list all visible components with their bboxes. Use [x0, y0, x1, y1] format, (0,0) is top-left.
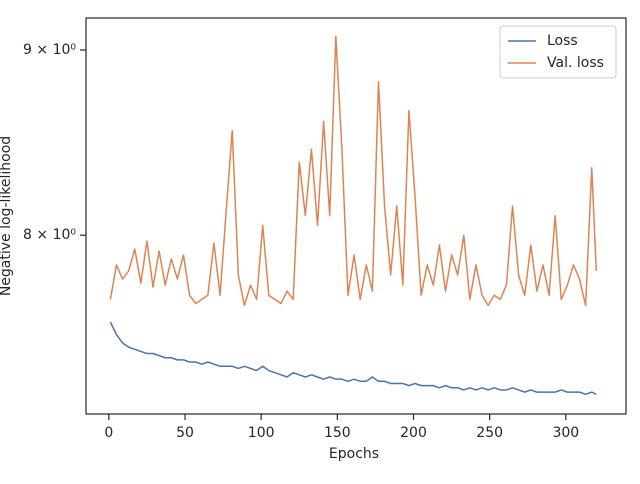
x-tick-label: 150	[324, 425, 351, 441]
y-axis-label: Negative log-likelihood	[0, 136, 14, 296]
x-tick-label: 250	[476, 425, 503, 441]
y-tick-label: 8 × 10⁰	[23, 227, 76, 243]
x-tick-label: 100	[248, 425, 275, 441]
legend-box	[499, 25, 617, 79]
legend-label: Loss	[547, 33, 578, 49]
x-tick-label: 200	[400, 425, 427, 441]
series-line	[109, 35, 598, 307]
legend-label: Val. loss	[547, 55, 604, 71]
x-tick-label: 300	[552, 425, 579, 441]
y-tick-label: 9 × 10⁰	[23, 42, 76, 58]
series-line	[109, 321, 597, 396]
x-tick-label: 0	[104, 425, 113, 441]
plot-frame	[85, 17, 627, 415]
x-axis-label: Epochs	[329, 446, 379, 462]
x-tick-label: 50	[176, 425, 194, 441]
